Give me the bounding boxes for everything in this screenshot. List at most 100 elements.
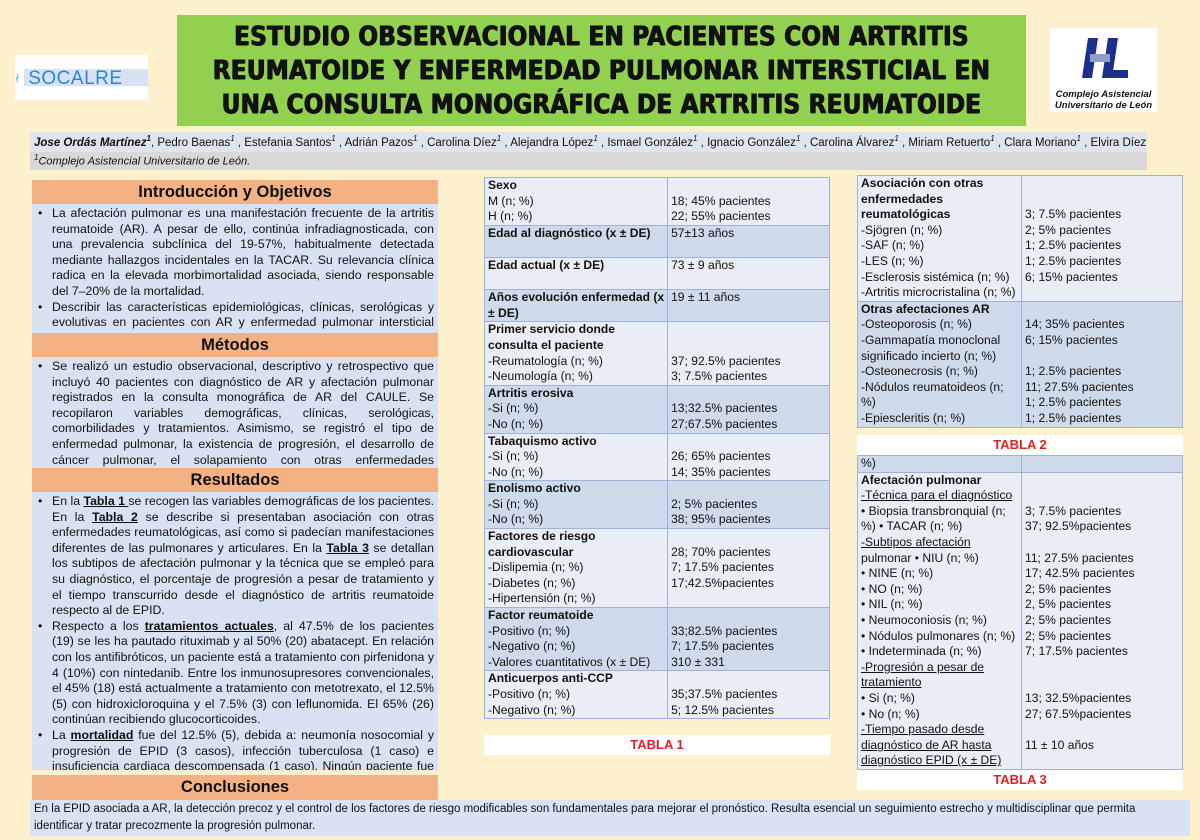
- row-value-cell: 3; 7.5% pacientes 2; 5% pacientes 1; 2.5% …: [1021, 175, 1183, 302]
- row-item: %): [861, 395, 876, 410]
- emphasis: mortalidad: [70, 727, 134, 742]
- row-title: [488, 241, 664, 257]
- author-list: Jose Ordás Martínez1, Pedro Baenas1 , Es…: [30, 132, 1147, 152]
- row-value: 13; 32.5%pacientes: [1025, 690, 1132, 705]
- row-title: Tabaquismo activo: [488, 433, 597, 448]
- row-label-cell: Enolismo activo -Si (n; %) -No (n; %): [483, 480, 669, 530]
- author-mark: 1: [146, 134, 151, 143]
- row-item: • NO (n; %): [861, 581, 923, 596]
- row-value-cell: [1021, 455, 1183, 473]
- row-value: 2; 5% pacientes: [1025, 628, 1112, 643]
- row-item: • Neumoconiosis (n; %): [861, 612, 987, 627]
- row-label-cell: Primer servicio donde consulta el pacient…: [483, 321, 669, 386]
- row-label-cell: Artritis erosiva -Si (n; %) -No (n; %): [483, 384, 669, 434]
- row-item: -Nódulos reumatoideos (n;: [861, 379, 1004, 394]
- row-value: [671, 274, 826, 290]
- author-mark: 1: [230, 134, 235, 143]
- row-item: -Epiescleritis (n; %): [861, 410, 966, 425]
- row-value-cell: 18; 45% pacientes 22; 55% pacientes: [667, 177, 830, 226]
- row-value: [671, 591, 826, 607]
- socalre-mark-icon: [15, 72, 20, 83]
- row-label-cell: %): [857, 455, 1022, 473]
- row-label-cell: Afectación pulmonar -Técnica para el diag…: [857, 471, 1022, 770]
- row-value: [1025, 456, 1179, 472]
- row-item: • Si (n; %): [861, 690, 915, 705]
- row-item: -Si (n; %): [488, 496, 539, 511]
- authors-block: Jose Ordás Martínez1, Pedro Baenas1 , Es…: [30, 132, 1147, 170]
- author-mark: 1: [593, 134, 598, 143]
- row-item: M (n; %): [488, 193, 534, 208]
- row-item: -Si (n; %): [488, 401, 539, 416]
- row-value: 7; 17.5% pacientes: [671, 560, 774, 575]
- table-row: Anticuerpos anti-CCP -Positivo (n; %) -Neg…: [483, 670, 830, 720]
- author-name: Carolina Álvarez: [809, 136, 895, 149]
- bullet-item: Describir las características epidemioló…: [36, 300, 434, 333]
- row-value: [671, 481, 826, 497]
- author-mark: 1: [331, 134, 336, 143]
- author-mark: 1: [1076, 134, 1081, 143]
- row-title: reumatológicas: [861, 207, 951, 222]
- hospital-logo-text: Universitario de León: [1054, 100, 1153, 111]
- author-mark: 1: [1146, 134, 1147, 143]
- author-name: Ignacio González: [707, 136, 796, 149]
- row-value: 1; 2.5% pacientes: [1025, 395, 1122, 410]
- socalre-logo-text: SOCALRE: [24, 68, 148, 87]
- emphasis: Tabla 1: [83, 494, 129, 508]
- row-item: -Esclerosis sistémica (n; %): [861, 269, 1010, 284]
- row-title: Otras afectaciones AR: [861, 301, 990, 316]
- table-2: Asociación con otras enfermedades reumatol…: [857, 175, 1183, 428]
- row-value: 5; 12.5% pacientes: [671, 702, 774, 717]
- row-value: [1025, 285, 1179, 301]
- row-value: 1; 2.5% pacientes: [1025, 253, 1122, 268]
- row-item: -Neumología (n; %): [488, 369, 593, 384]
- author-mark: 1: [413, 134, 418, 143]
- row-value-cell: 73 ± 9 años: [667, 256, 830, 291]
- row-item: -Diabetes (n; %): [488, 575, 576, 590]
- row-item: • Indeterminada (n; %): [861, 644, 982, 659]
- table-row: Asociación con otras enfermedades reumatol…: [857, 175, 1183, 302]
- row-value: 2; 5% pacientes: [671, 496, 758, 511]
- row-value-cell: 19 ± 11 años: [667, 289, 830, 323]
- row-value: [671, 529, 826, 545]
- row-value-cell: 57±13 años: [667, 224, 830, 258]
- section-heading-intro: Introducción y Objetivos: [32, 180, 438, 204]
- hl-mark-icon: [1081, 38, 1128, 78]
- table-row: Edad actual (x ± DE) 73 ± 9 años: [483, 256, 830, 291]
- row-value: [671, 338, 826, 354]
- row-title: Edad al diagnóstico (x ± DE): [488, 225, 651, 240]
- author-name: Estefania Santos: [244, 136, 332, 149]
- row-item: -Subtipos afectación: [861, 534, 971, 549]
- section-heading-conclusions: Conclusiones: [32, 775, 438, 800]
- hospital-logo-text: Complejo Asistencial: [1055, 89, 1152, 100]
- row-value: 3; 7.5% pacientes: [1025, 207, 1122, 222]
- table-row: Factores de riesgo cardiovascular -Dislip…: [483, 528, 830, 609]
- row-value: 11; 27.5% pacientes: [1025, 379, 1134, 394]
- section-body-results: En la Tabla 1 se recogen las variables d…: [32, 492, 438, 770]
- row-title: Sexo: [488, 178, 517, 192]
- table-1-caption: TABLA 1: [484, 735, 830, 755]
- row-label-cell: Factor reumatoide -Positivo (n; %) -Negati…: [483, 607, 669, 672]
- affiliation-text: Complejo Asistencial Universitario de Le…: [38, 155, 251, 168]
- row-value: [1025, 349, 1179, 365]
- row-item: -Valores cuantitativos (x ± DE): [488, 654, 651, 669]
- author-name: Elvira Díez: [1090, 136, 1147, 149]
- row-title: ± DE): [488, 305, 519, 320]
- table-row: Otras afectaciones AR -Osteoporosis (n; %…: [857, 300, 1183, 428]
- row-label-cell: Edad actual (x ± DE): [483, 256, 669, 291]
- author-name: Pedro Baenas: [157, 136, 231, 149]
- row-value-cell: 33;82.5% pacientes 7; 17.5% pacientes 310 …: [667, 607, 830, 672]
- conclusions-text: En la EPID asociada a AR, la detección p…: [30, 800, 1190, 836]
- row-value: [671, 178, 826, 194]
- socalre-logo: SOCALRE: [15, 55, 148, 100]
- bullet-item: La afectación pulmonar es una manifestac…: [36, 206, 434, 300]
- row-item: diagnóstico de AR hasta: [861, 737, 992, 752]
- row-item: -Hipertensión (n; %): [488, 591, 596, 606]
- row-item: significado incierto (n; %): [861, 348, 997, 363]
- row-value: [671, 306, 826, 322]
- row-value: [671, 322, 826, 338]
- bullet-item: En la Tabla 1 se recogen las variables d…: [36, 494, 434, 619]
- table-3: %) Afectación pulmonar -Técnica para el d…: [857, 455, 1183, 770]
- author-main: Jose Ordás Martínez: [34, 136, 147, 149]
- title-line: ESTUDIO OBSERVACIONAL EN PACIENTES CON A…: [234, 21, 969, 52]
- row-title: Afectación pulmonar: [861, 472, 982, 487]
